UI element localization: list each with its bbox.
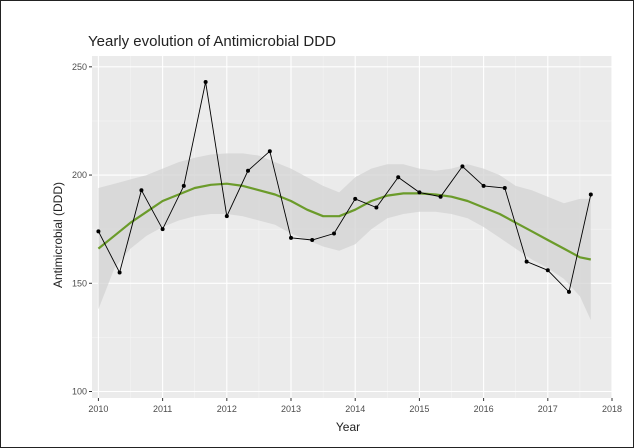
chart-title: Yearly evolution of Antimicrobial DDD [88, 33, 336, 50]
x-tick-label: 2011 [153, 404, 172, 414]
data-point [96, 229, 101, 234]
data-point [139, 188, 144, 193]
data-point [224, 214, 229, 219]
y-axis-ticks: 100 150 200 250 [72, 62, 92, 397]
x-tick-label: 2016 [474, 404, 494, 414]
data-point [246, 168, 250, 173]
data-point [310, 237, 315, 242]
smooth-trend-line [97, 182, 592, 261]
data-point [181, 183, 186, 188]
x-tick-label: 2015 [409, 404, 429, 414]
x-axis-title: Year [336, 420, 360, 434]
data-point [438, 194, 443, 199]
y-tick-label: 200 [72, 170, 87, 180]
data-point [332, 231, 337, 236]
data-point [374, 205, 379, 210]
data-point [524, 259, 529, 264]
data-point [545, 268, 550, 273]
y-tick-label: 150 [72, 278, 87, 288]
x-tick-label: 2018 [602, 404, 622, 414]
confidence-ribbon [98, 153, 591, 321]
y-axis-title: Antimicrobial (DDD) [51, 182, 65, 288]
x-tick-label: 2014 [345, 404, 365, 414]
data-point [267, 149, 272, 154]
data-point [289, 235, 294, 240]
observed-points [96, 79, 593, 294]
data-point [588, 192, 593, 197]
x-tick-label: 2013 [281, 404, 301, 414]
x-tick-label: 2012 [217, 404, 237, 414]
data-point [203, 79, 208, 84]
data-point [502, 186, 507, 191]
data-point [566, 289, 571, 294]
data-point [160, 227, 165, 232]
data-point [481, 183, 486, 188]
data-point [117, 270, 122, 275]
x-tick-label: 2010 [88, 404, 108, 414]
x-axis-ticks: 2010 2011 2012 2013 2014 2015 2016 2017 2018 [88, 398, 622, 414]
data-point [396, 175, 401, 180]
observed-series-line [97, 81, 592, 293]
x-tick-label: 2017 [538, 404, 558, 414]
data-point [417, 190, 422, 195]
y-tick-label: 250 [72, 62, 87, 72]
data-point [353, 196, 358, 201]
y-tick-label: 100 [72, 387, 87, 397]
data-point [460, 164, 465, 169]
